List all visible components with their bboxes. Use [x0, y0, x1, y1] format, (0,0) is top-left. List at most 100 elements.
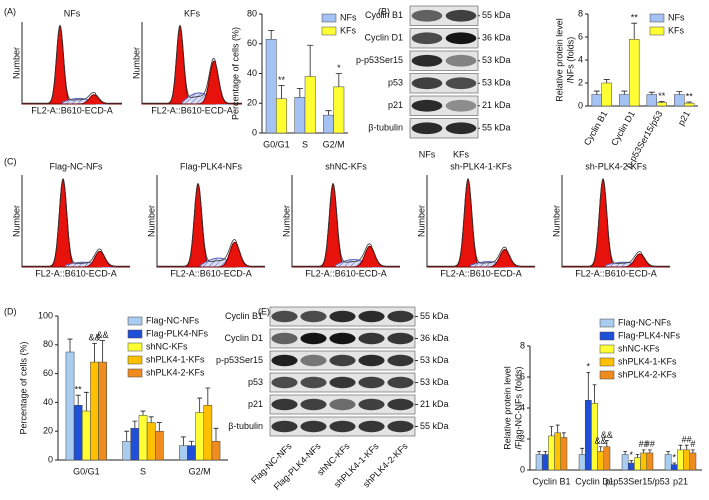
bar	[603, 446, 611, 471]
g1-peak	[157, 183, 265, 268]
histogram-axes	[141, 22, 242, 105]
error-bar	[140, 410, 146, 416]
bar	[154, 430, 164, 461]
histogram-x-label: FL2-A::B610-ECD-A	[575, 268, 657, 278]
histogram-y-label: Number	[146, 205, 156, 237]
bar	[138, 415, 148, 461]
error-bar	[213, 427, 219, 442]
histogram-x-label: FL2-A::B610-ECD-A	[170, 268, 252, 278]
bar	[684, 102, 695, 107]
legend-label: shNC-KFs	[146, 341, 188, 351]
y-tick-label: 80	[247, 8, 257, 18]
legend-label: KFs	[340, 25, 357, 35]
error-bar	[648, 449, 652, 453]
blot-band	[358, 420, 385, 433]
bar	[265, 39, 277, 134]
x-tick-label: G2/M	[323, 139, 345, 149]
significance-label: &&	[97, 330, 109, 340]
histogram-outline	[427, 177, 535, 267]
histogram-outline	[142, 24, 242, 104]
y-tick-label: 8	[578, 8, 583, 18]
histogram-title: Flag-NC-NFs	[50, 161, 103, 171]
blot-row-label: β-tubulin	[368, 123, 403, 133]
legend-swatch	[127, 355, 143, 365]
blot-band	[445, 77, 477, 90]
blot-row-label: p53	[248, 377, 263, 387]
blot-band	[358, 354, 385, 367]
y-axis-label: /Flag-NC-NFs (folds)	[513, 366, 523, 449]
y-axis-label: Percentage of cells (%)	[230, 27, 240, 120]
y-axis-label: Relative protein level	[554, 18, 564, 102]
error-bar	[562, 432, 566, 438]
g1-peak	[292, 183, 400, 268]
bar	[584, 400, 592, 471]
error-bar	[549, 426, 554, 436]
histogram-x-label: FL2-A::B610-ECD-A	[440, 268, 522, 278]
histogram-y-label: Number	[11, 47, 21, 79]
bar	[591, 94, 602, 107]
significance-label: *	[587, 362, 591, 372]
blot-size-label: 55 kDa	[482, 10, 511, 20]
blot-band	[387, 332, 414, 345]
y-tick-label: 0	[48, 454, 53, 464]
blot-row-label: p-p53Ser15	[216, 355, 263, 365]
histogram-title: KFs	[184, 8, 201, 18]
x-tick-label: Cyclin D1	[609, 109, 637, 147]
legend-swatch	[321, 13, 337, 23]
bar	[65, 351, 75, 461]
legend-label: Flag-NC-NFs	[618, 317, 671, 327]
blot-size-label: 55 kDa	[420, 421, 449, 431]
g1-peak	[22, 178, 130, 268]
bar	[640, 452, 648, 471]
bar	[674, 94, 685, 107]
g2-peak	[562, 253, 670, 268]
error-bar	[148, 416, 154, 423]
significance-label: ##	[645, 439, 655, 449]
g1-peak	[427, 178, 535, 268]
y-axis-label: Percentage of cells (%)	[18, 341, 28, 434]
legend-label: shPLK4-1-KFs	[146, 354, 205, 364]
g2-peak	[22, 94, 122, 105]
x-tick-label: Cyclin D1	[575, 476, 614, 486]
blot-band	[271, 354, 298, 367]
error-bar	[83, 391, 89, 412]
significance-label: **	[631, 13, 639, 23]
blot-band	[271, 420, 298, 433]
x-tick-label: G0/G1	[263, 139, 290, 149]
significance-label: &&	[88, 333, 100, 343]
g2-peak	[142, 60, 242, 105]
blot-band	[445, 122, 477, 135]
x-tick-label: p21	[676, 109, 692, 127]
blot-size-label: 53 kDa	[482, 78, 511, 88]
x-tick-label: p21	[673, 476, 688, 486]
blot-size-label: 21 kDa	[482, 100, 511, 110]
bar	[670, 464, 678, 471]
blot-band	[300, 376, 327, 389]
bar	[601, 82, 612, 107]
histogram-outline	[562, 177, 670, 267]
y-tick-label: 80	[43, 339, 53, 349]
bar	[211, 441, 221, 461]
bar	[683, 449, 691, 471]
bar	[560, 437, 568, 471]
histogram-title: NFs	[64, 8, 81, 18]
error-bar	[100, 340, 106, 363]
y-tick-label: 20	[43, 426, 53, 436]
bar	[82, 410, 91, 461]
error-bar	[75, 394, 81, 406]
g2-peak	[427, 248, 535, 268]
x-tick-label: G2/M	[189, 466, 211, 476]
histogram-x-label: FL2-A::B610-ECD-A	[35, 268, 117, 278]
blot-band	[271, 332, 298, 345]
y-tick-label: 0	[252, 127, 257, 137]
error-bar	[605, 440, 609, 447]
y-tick-label: 4	[520, 402, 525, 412]
error-bar	[132, 420, 138, 429]
histogram-outline	[22, 177, 130, 267]
blot-band	[387, 398, 414, 411]
legend-swatch	[127, 329, 143, 339]
bar	[333, 86, 345, 134]
bar	[677, 449, 684, 471]
significance-label: *	[337, 63, 341, 73]
